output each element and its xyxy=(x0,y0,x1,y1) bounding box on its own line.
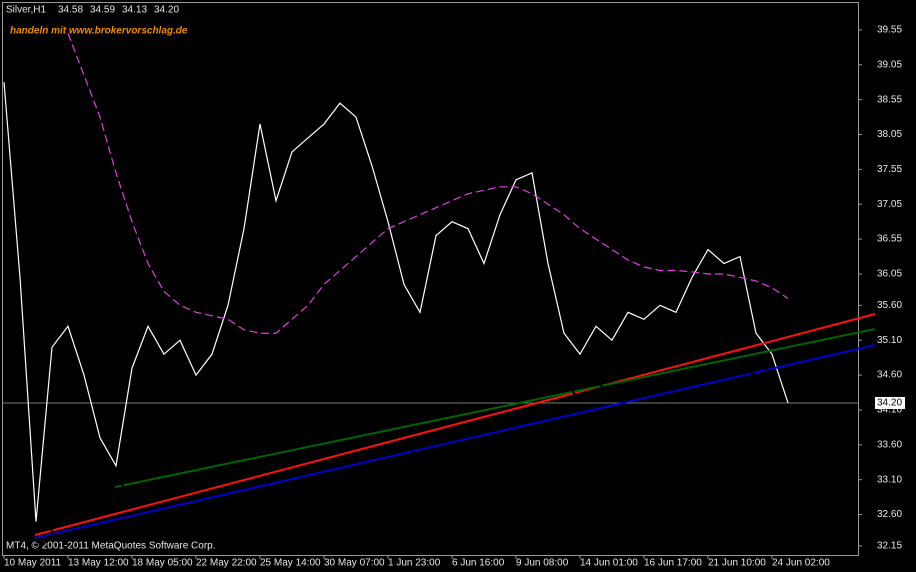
moving-average xyxy=(67,33,789,334)
y-tick-label: 37.05 xyxy=(877,199,902,210)
annotations xyxy=(31,313,876,544)
price-label-box xyxy=(875,396,905,409)
circle-marker xyxy=(31,522,53,544)
price-label: 34.20 xyxy=(877,398,902,409)
x-tick-label: 25 May 14:00 xyxy=(260,558,321,569)
y-tick-label: 34.60 xyxy=(877,370,902,381)
x-tick-label: 30 May 07:00 xyxy=(324,558,385,569)
plot-frame xyxy=(2,2,859,556)
x-tick-label: 21 Jun 10:00 xyxy=(708,558,766,569)
ohlc-value: 34.13 xyxy=(122,5,147,16)
ohlc-value: 34.59 xyxy=(90,5,115,16)
x-tick-label: 18 May 05:00 xyxy=(132,558,193,569)
x-tick-label: 9 Jun 08:00 xyxy=(516,558,569,569)
x-tick-label: 22 May 22:00 xyxy=(196,558,257,569)
price-line-series xyxy=(3,82,789,522)
circle-marker xyxy=(572,380,604,400)
watermark: handeln mit www.brokervorschlag.de xyxy=(10,26,188,37)
y-tick-label: 35.60 xyxy=(877,300,902,311)
trend-line-blue xyxy=(34,344,876,539)
y-tick-label: 37.55 xyxy=(877,164,902,175)
x-tick-label: 1 Jun 23:00 xyxy=(388,558,441,569)
footer: MT4, © 2001-2011 MetaQuotes Software Cor… xyxy=(6,541,216,552)
y-tick-label: 36.05 xyxy=(877,269,902,280)
y-tick-label: 33.10 xyxy=(877,474,902,485)
trend-line-green xyxy=(114,328,876,488)
x-tick-label: 6 Jun 16:00 xyxy=(452,558,505,569)
ohlc-value: 34.20 xyxy=(154,5,179,16)
y-tick-label: 32.60 xyxy=(877,509,902,520)
y-tick-label: 39.55 xyxy=(877,25,902,36)
x-tick-label: 14 Jun 01:00 xyxy=(580,558,638,569)
y-tick-label: 35.10 xyxy=(877,335,902,346)
circle-marker xyxy=(104,478,124,498)
x-tick-label: 16 Jun 17:00 xyxy=(644,558,702,569)
x-tick-label: 13 May 12:00 xyxy=(68,558,129,569)
x-tick-label: 10 May 2011 xyxy=(4,558,62,569)
y-tick-label: 39.05 xyxy=(877,59,902,70)
y-tick-label: 34.10 xyxy=(877,405,902,416)
y-tick-label: 38.55 xyxy=(877,94,902,105)
x-tick-label: 24 Jun 02:00 xyxy=(772,558,830,569)
ohlc-value: 34.58 xyxy=(58,5,83,16)
y-tick-label: 32.15 xyxy=(877,541,902,552)
trend-line-red xyxy=(34,313,876,536)
y-tick-label: 36.55 xyxy=(877,234,902,245)
circle-marker xyxy=(751,362,767,380)
symbol: Silver,H1 xyxy=(6,5,46,16)
y-tick-label: 38.05 xyxy=(877,129,902,140)
y-tick-label: 33.60 xyxy=(877,439,902,450)
